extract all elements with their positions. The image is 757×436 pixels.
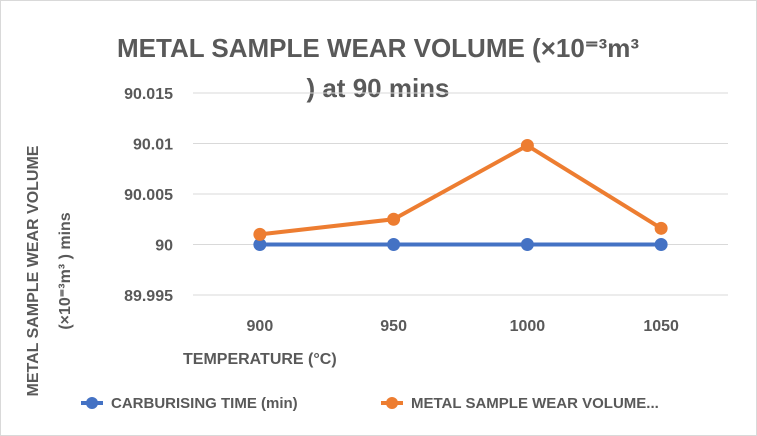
data-point: [654, 238, 668, 251]
data-point: [654, 221, 668, 235]
x-tick-label: 1050: [643, 318, 679, 335]
y-tick-label: 90: [155, 238, 173, 255]
x-axis-title: TEMPERATURE (°C): [183, 351, 337, 368]
data-point: [387, 212, 401, 226]
x-tick-label: 1000: [510, 318, 546, 335]
y-axis-title-line1: METAL SAMPLE WEAR VOLUME: [25, 145, 42, 396]
legend-label: METAL SAMPLE WEAR VOLUME...: [411, 395, 659, 412]
gridlines: [193, 92, 728, 296]
series-2: [253, 139, 668, 241]
y-axis-title: METAL SAMPLE WEAR VOLUME (×10⁼³m³ ) mins: [25, 145, 74, 396]
y-axis-tick-labels: 89.995 90 90.005 90.01 90.015: [124, 86, 173, 305]
x-axis-tick-labels: 900 950 1000 1050: [247, 318, 680, 335]
y-tick-label: 90.01: [133, 137, 173, 154]
data-point: [253, 227, 267, 241]
legend-label: CARBURISING TIME (min): [111, 395, 298, 412]
legend-item-1: CARBURISING TIME (min): [81, 395, 298, 412]
data-point: [387, 238, 401, 251]
y-tick-label: 90.005: [124, 187, 173, 204]
legend: CARBURISING TIME (min) METAL SAMPLE WEAR …: [81, 395, 659, 412]
data-point: [520, 139, 534, 153]
y-tick-label: 90.015: [124, 86, 173, 103]
series-layer: [253, 139, 668, 251]
data-point: [520, 238, 534, 251]
x-tick-label: 900: [247, 318, 274, 335]
series-1: [253, 238, 668, 251]
chart-title-line1: METAL SAMPLE WEAR VOLUME (×10⁼³m³: [117, 33, 639, 63]
y-tick-label: 89.995: [124, 288, 173, 305]
x-tick-label: 950: [380, 318, 407, 335]
chart-title-line2: ) at 90 mins: [306, 73, 449, 103]
y-axis-title-line2: (×10⁼³m³ ) mins: [57, 212, 74, 329]
series-line-2: [257, 143, 664, 237]
legend-marker: [86, 397, 98, 409]
legend-marker: [386, 397, 398, 409]
legend-item-2: METAL SAMPLE WEAR VOLUME...: [381, 395, 659, 412]
chart-title: METAL SAMPLE WEAR VOLUME (×10⁼³m³ ) at 9…: [117, 33, 639, 103]
